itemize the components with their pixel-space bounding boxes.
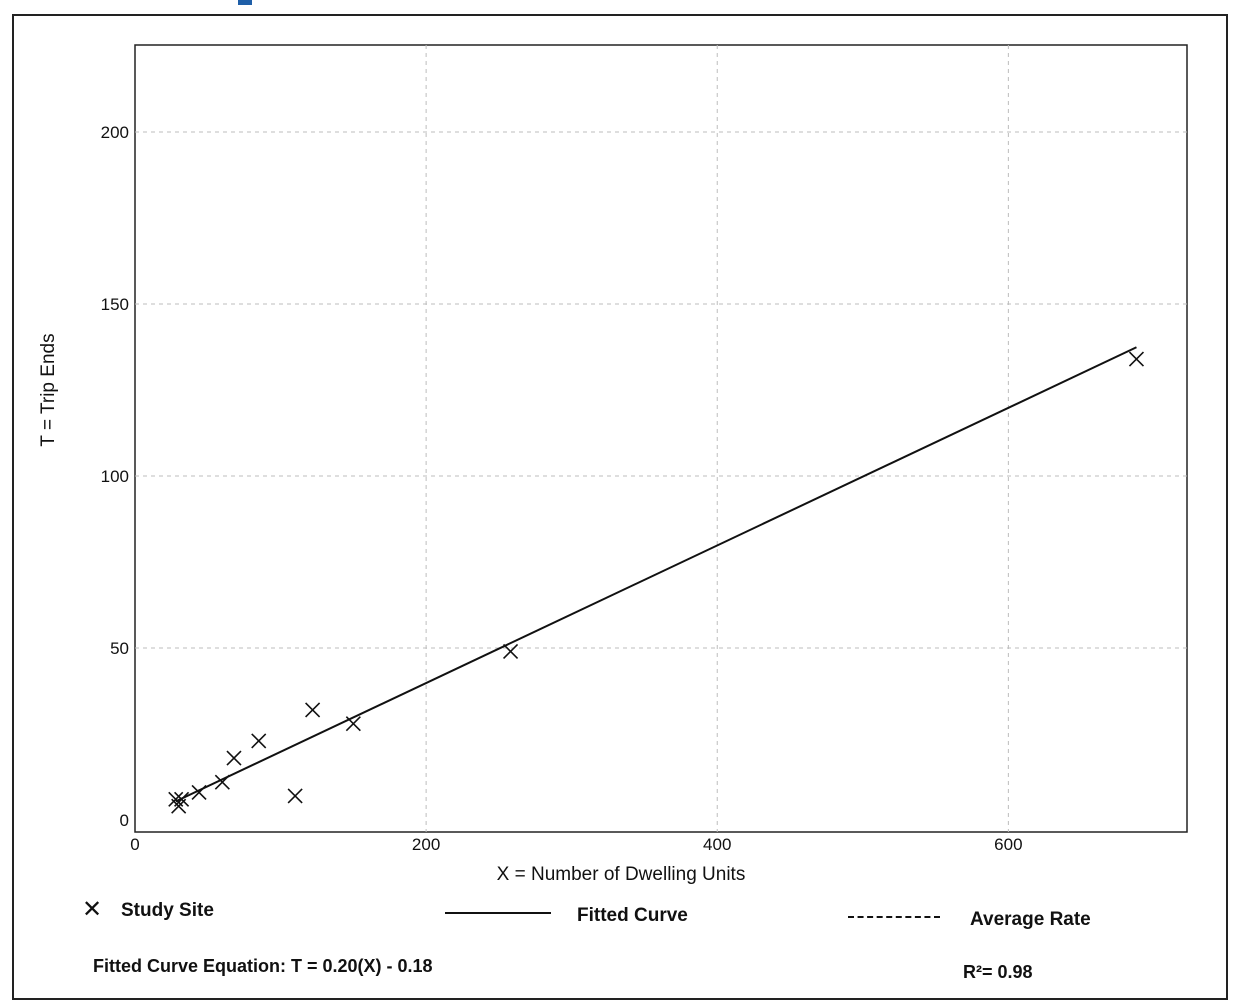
study-site-point (226, 750, 242, 766)
study-site-point (287, 788, 303, 804)
fitted-curve-line (175, 346, 1137, 803)
study-site-point (502, 643, 519, 660)
y-tick-label: 0 (120, 811, 129, 830)
legend-average-rate-label: Average Rate (970, 909, 1091, 930)
fitted-curve-equation: Fitted Curve Equation: T = 0.20(X) - 0.1… (93, 956, 433, 976)
x-tick-label: 0 (130, 835, 139, 854)
legend-study-site-label: Study Site (121, 900, 214, 921)
x-axis-label: X = Number of Dwelling Units (497, 864, 746, 885)
y-tick-label: 200 (101, 123, 129, 142)
legend-fitted-curve-line (445, 912, 551, 914)
x-tick-label: 600 (994, 835, 1022, 854)
study-site-point (214, 774, 230, 790)
top-strip (0, 0, 1234, 6)
r-squared-value: R²= 0.98 (963, 962, 1033, 982)
legend-average-rate-line (848, 916, 940, 918)
y-tick-label: 50 (110, 639, 129, 658)
legend-fitted-curve-label: Fitted Curve (577, 905, 688, 926)
header-mark (238, 0, 252, 5)
y-tick-label: 150 (101, 295, 129, 314)
figure-frame (12, 14, 1228, 1000)
legend-study-site-marker: ✕ (82, 896, 103, 923)
study-site-point (251, 733, 267, 749)
study-site-point (305, 702, 321, 718)
plot-area (134, 44, 1188, 833)
study-site-point (345, 716, 361, 732)
x-tick-label: 200 (412, 835, 440, 854)
study-site-point (174, 791, 190, 807)
y-axis-label: T = Trip Ends (38, 333, 59, 446)
y-tick-label: 100 (101, 467, 129, 486)
study-site-point (191, 784, 207, 801)
x-tick-label: 400 (703, 835, 731, 854)
study-site-point (1128, 351, 1145, 367)
